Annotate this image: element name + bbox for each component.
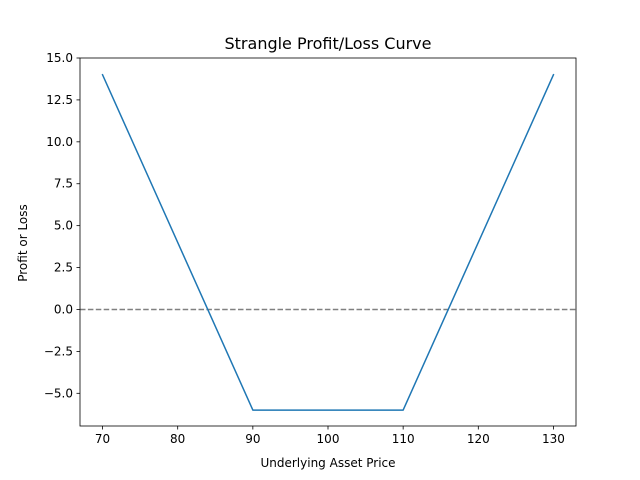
y-tick-label: −2.5 — [44, 344, 73, 358]
x-tick-label: 130 — [542, 432, 565, 446]
x-axis-label: Underlying Asset Price — [260, 456, 395, 470]
x-tick-label: 110 — [392, 432, 415, 446]
chart-title: Strangle Profit/Loss Curve — [225, 34, 432, 53]
y-tick-label: −5.0 — [44, 386, 73, 400]
x-tick-label: 100 — [317, 432, 340, 446]
y-tick-label: 2.5 — [54, 261, 73, 275]
y-tick-label: 10.0 — [46, 135, 73, 149]
x-tick-label: 90 — [245, 432, 260, 446]
y-tick-label: 0.0 — [54, 302, 73, 316]
series-line-1 — [101, 73, 555, 411]
y-tick-label: 12.5 — [46, 93, 73, 107]
x-tick-label: 70 — [95, 432, 110, 446]
plot-area: 70 80 90 100 110 120 130 −5.0 −2.5 0.0 2.5 5.0 7.5 10… — [44, 51, 577, 446]
x-tick-label: 120 — [467, 432, 490, 446]
y-axis-label: Profit or Loss — [16, 204, 30, 282]
y-tick-label: 7.5 — [54, 177, 73, 191]
x-tick-label: 80 — [170, 432, 185, 446]
y-tick-label: 15.0 — [46, 51, 73, 65]
y-tick-label: 5.0 — [54, 219, 73, 233]
